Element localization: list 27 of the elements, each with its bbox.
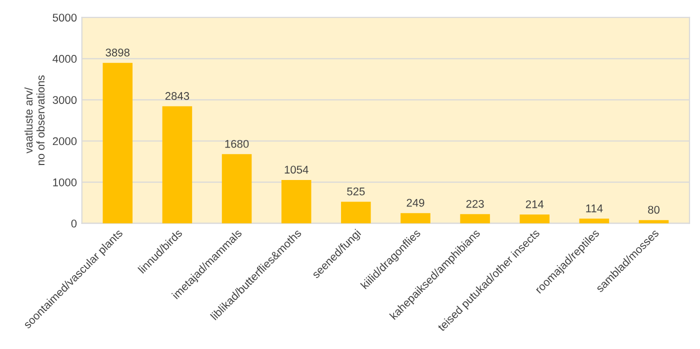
y-tick-label: 3000 <box>52 96 77 104</box>
y-tick-label: 1000 <box>53 178 77 186</box>
data-label: 2843 <box>165 92 190 100</box>
bar <box>341 202 371 224</box>
y-tick-label: 2000 <box>52 137 77 146</box>
bar <box>400 213 430 224</box>
data-label: 114 <box>586 204 603 212</box>
bar <box>579 218 610 224</box>
data-label: 525 <box>347 188 365 196</box>
bar <box>460 214 490 224</box>
data-label: 214 <box>526 200 544 208</box>
bar <box>520 214 550 224</box>
data-label: 1680 <box>225 140 249 148</box>
bar <box>638 220 669 224</box>
y-tick-label: 4000 <box>52 54 77 63</box>
bar <box>102 62 133 224</box>
y-axis-title: vaatluste arv/ no of observations <box>24 75 45 166</box>
y-tick-label: 5000 <box>52 14 77 22</box>
bar <box>222 154 252 224</box>
data-label: 249 <box>406 198 424 207</box>
data-label: 1054 <box>284 166 308 174</box>
bar <box>281 180 312 224</box>
data-label: 223 <box>466 200 484 208</box>
data-label: 3898 <box>106 48 130 56</box>
data-label: 80 <box>648 206 660 214</box>
y-tick-label: 0 <box>71 220 77 228</box>
bar <box>162 106 192 224</box>
